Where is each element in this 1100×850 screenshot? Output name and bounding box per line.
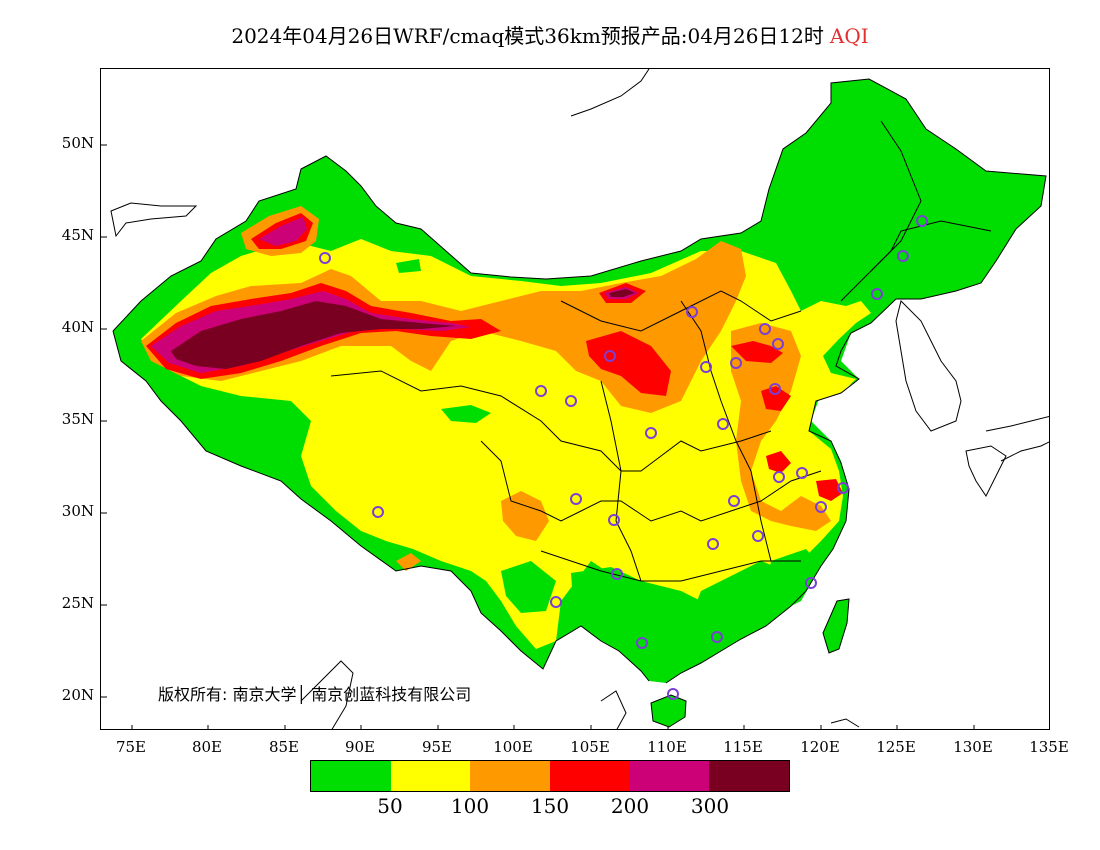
legend-bin-good — [311, 761, 391, 791]
legend-tick-50: 50 — [377, 794, 403, 818]
legend-tick-100: 100 — [450, 794, 490, 818]
station-marker — [752, 530, 764, 542]
hainan-island — [650, 694, 687, 728]
station-marker — [769, 383, 781, 395]
legend-bin-sensitive — [470, 761, 551, 791]
lat-label-25n: 25N — [61, 594, 94, 612]
station-marker — [717, 418, 729, 430]
station-markers — [319, 215, 928, 700]
region-good-southwest — [501, 561, 556, 613]
taiwan-island — [822, 598, 850, 654]
lat-label-50n: 50N — [61, 134, 94, 152]
lon-label-105e: 105E — [570, 738, 610, 756]
lon-label-130e: 130E — [953, 738, 993, 756]
region-red-shandong — [761, 386, 791, 411]
map-panel — [100, 68, 1050, 730]
region-orange-tibet-south — [396, 553, 421, 571]
color-legend — [310, 760, 790, 792]
station-marker — [565, 395, 577, 407]
station-marker — [711, 631, 723, 643]
lon-label-75e: 75E — [115, 738, 147, 756]
region-good-south — [571, 567, 721, 656]
lon-label-110e: 110E — [647, 738, 687, 756]
station-marker — [871, 288, 883, 300]
legend-tick-150: 150 — [530, 794, 570, 818]
station-marker — [636, 637, 648, 649]
station-marker — [604, 350, 616, 362]
station-marker — [319, 252, 331, 264]
lon-label-100e: 100E — [493, 738, 533, 756]
region-purple-zhungeer — [259, 217, 307, 246]
lon-label-135e: 135E — [1029, 738, 1069, 756]
region-red-hebei — [731, 341, 783, 363]
lon-label-80e: 80E — [191, 738, 223, 756]
lat-label-20n: 20N — [61, 686, 94, 704]
region-good-fujian — [766, 549, 821, 611]
lon-label-125e: 125E — [876, 738, 916, 756]
boundaries — [112, 78, 1047, 684]
lat-label-45n: 45N — [61, 226, 94, 244]
station-marker — [916, 215, 928, 227]
legend-tick-300: 300 — [690, 794, 730, 818]
station-marker — [686, 306, 698, 318]
region-good-inner-2 — [396, 259, 421, 273]
lat-label-30n: 30N — [61, 502, 94, 520]
lon-label-120e: 120E — [800, 738, 840, 756]
neighbor-coastlines — [110, 69, 1049, 729]
region-good-inner-1 — [441, 405, 491, 423]
legend-tick-200: 200 — [610, 794, 650, 818]
station-marker — [728, 495, 740, 507]
lon-label-90e: 90E — [344, 738, 376, 756]
copyright-text: 版权所有: 南京大学│ 南京创蓝科技有限公司 — [158, 685, 472, 704]
lon-label-85e: 85E — [268, 738, 300, 756]
station-marker — [759, 323, 771, 335]
title-variable: AQI — [829, 24, 869, 48]
station-marker — [645, 427, 657, 439]
map-title: 2024年04月26日WRF/cmaq模式36km预报产品:04月26日12时 A… — [0, 20, 1100, 49]
lon-label-115e: 115E — [723, 738, 763, 756]
station-marker — [772, 338, 784, 350]
station-marker — [730, 357, 742, 369]
axis-ticks — [101, 144, 975, 729]
station-marker — [773, 471, 785, 483]
station-marker — [608, 514, 620, 526]
region-hazardous-north — [609, 289, 635, 297]
legend-bin-moderate — [390, 761, 471, 791]
station-marker — [700, 361, 712, 373]
station-marker — [667, 688, 679, 700]
station-marker — [550, 596, 562, 608]
region-red-jiangsu — [816, 479, 843, 501]
lat-label-40n: 40N — [61, 318, 94, 336]
station-marker — [815, 501, 827, 513]
lon-label-95e: 95E — [421, 738, 453, 756]
station-marker — [707, 538, 719, 550]
station-marker — [805, 577, 817, 589]
region-red-yangtze — [766, 451, 791, 473]
region-orange-east — [731, 323, 831, 531]
station-marker — [570, 493, 582, 505]
station-marker — [611, 568, 623, 580]
title-main: 2024年04月26日WRF/cmaq模式36km预报产品:04月26日12时 — [231, 24, 824, 48]
legend-bin-hazardous — [709, 761, 790, 791]
station-marker — [372, 506, 384, 518]
station-marker — [837, 482, 849, 494]
station-marker — [897, 250, 909, 262]
aqi-map — [101, 69, 1049, 729]
legend-bin-very-unhealthy — [629, 761, 710, 791]
region-orange-sichuan — [501, 491, 549, 541]
station-marker — [535, 385, 547, 397]
region-hazardous-tarim — [171, 301, 456, 369]
station-marker — [796, 467, 808, 479]
legend-bin-unhealthy — [550, 761, 630, 791]
lat-label-35n: 35N — [61, 410, 94, 428]
region-red-loess — [586, 331, 671, 396]
